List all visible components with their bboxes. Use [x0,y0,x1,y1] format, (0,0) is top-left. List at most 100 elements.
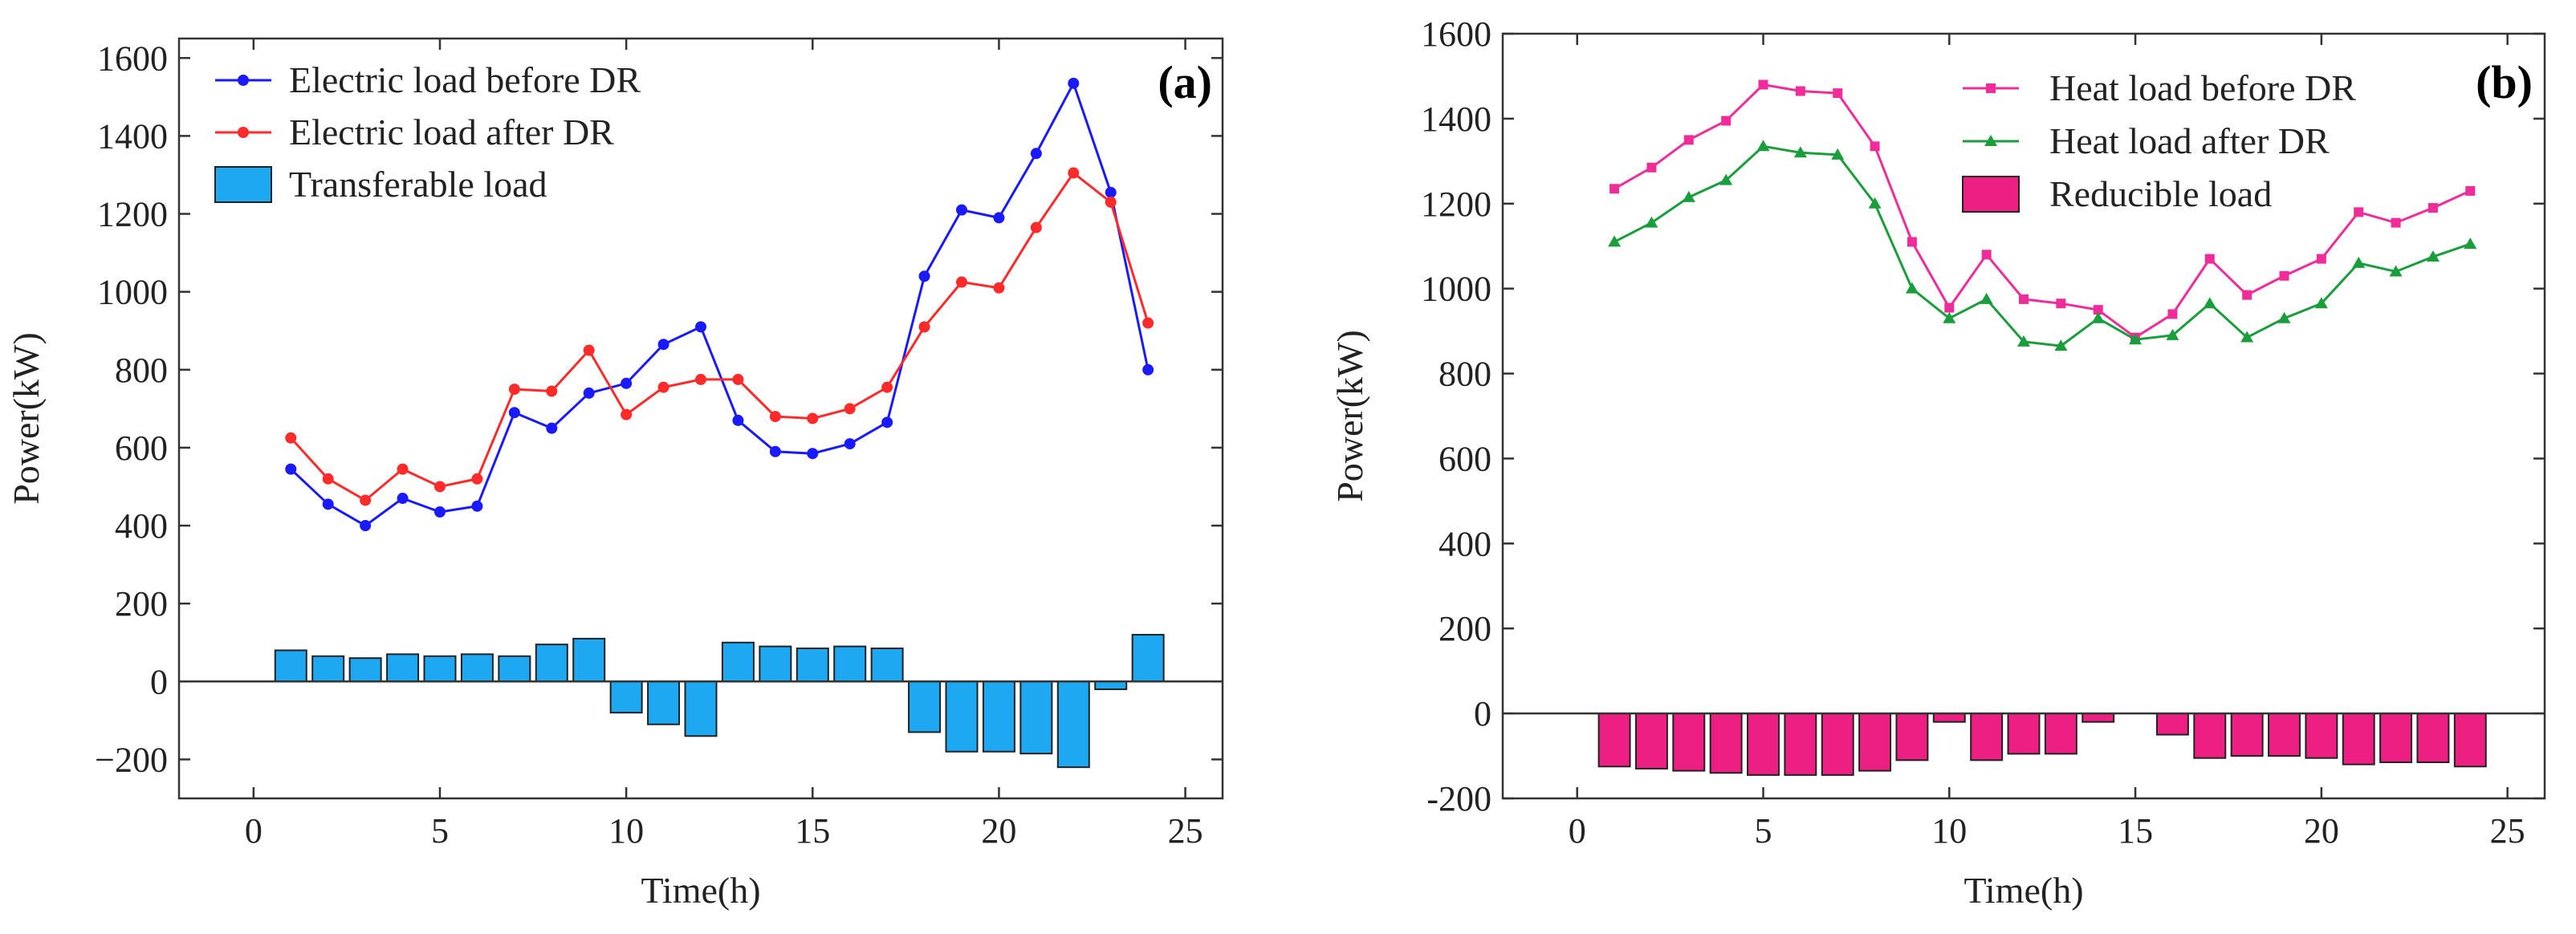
x-tick-label: 5 [431,811,449,851]
point-electric-load-after-dr-9 [583,344,595,356]
y-tick-label: 1000 [97,273,168,312]
point-heat-load-before-dr-23 [2427,203,2438,213]
point-heat-load-before-dr-3 [1683,135,1694,145]
point-heat-load-after-dr-19 [2277,311,2291,323]
point-heat-load-after-dr-16 [2166,328,2179,340]
point-heat-load-after-dr-11 [1980,292,1993,304]
point-heat-load-after-dr-22 [2389,265,2403,277]
point-electric-load-before-dr-19 [956,204,967,216]
bar-transferable-load-3 [348,657,382,683]
point-heat-load-after-dr-8 [1868,197,1882,209]
point-electric-load-before-dr-2 [322,498,334,510]
line-heat-load-before-dr [1614,83,2471,339]
point-heat-load-after-dr-20 [2314,297,2328,309]
bar-reducible-load-3 [1672,713,1706,772]
bar-reducible-load-9 [1895,713,1929,761]
point-heat-load-before-dr-12 [2019,294,2029,304]
legend-entry: Electric load before DR [289,59,641,100]
point-heat-load-after-dr-13 [2054,339,2068,351]
bar-reducible-load-21 [2342,713,2375,765]
point-heat-load-after-dr-12 [2017,335,2030,347]
x-tick-label: 20 [2304,811,2339,851]
y-tick-label: 1200 [1421,185,1491,224]
point-electric-load-before-dr-14 [769,445,781,457]
y-tick-label: 600 [1439,439,1491,478]
y-tick-label: 1000 [1421,270,1491,309]
point-electric-load-before-dr-1 [285,463,297,475]
bar-reducible-load-12 [2007,713,2041,755]
bar-transferable-load-21 [1019,680,1053,755]
point-heat-load-after-dr-1 [1608,235,1622,247]
point-heat-load-after-dr-21 [2352,256,2366,268]
point-heat-load-before-dr-14 [2093,305,2103,315]
y-tick-label: 800 [1439,355,1491,394]
point-electric-load-before-dr-4 [397,493,409,505]
bar-reducible-load-23 [2416,713,2450,763]
point-heat-load-after-dr-7 [1831,148,1845,160]
chart-panel-a: −200 0 200 400 600 800 1000 1200 1400 1600 0 5 10 15 2… [6,37,1224,911]
bar-reducible-load-20 [2305,713,2338,759]
point-heat-load-after-dr-15 [2129,333,2143,345]
y-tick-label: 1600 [97,39,168,78]
bar-transferable-load-2 [311,655,345,683]
bar-transferable-load-24 [1131,634,1165,683]
point-electric-load-after-dr-6 [471,473,483,485]
point-heat-load-after-dr-14 [2091,311,2105,323]
point-heat-load-before-dr-13 [2056,298,2066,309]
bar-transferable-load-5 [423,655,457,683]
point-heat-load-after-dr-5 [1756,140,1770,152]
point-heat-load-before-dr-9 [1907,237,1917,247]
point-heat-load-after-dr-9 [1905,282,1919,294]
x-tick-label: 0 [1569,811,1586,851]
point-electric-load-before-dr-15 [807,448,819,460]
legend-swatch-bar [1962,176,2020,213]
bar-reducible-load-11 [1970,713,2004,761]
x-tick-label: 25 [1168,811,1203,851]
point-heat-load-before-dr-2 [1646,162,1657,173]
point-electric-load-after-dr-12 [695,373,706,385]
bar-transferable-load-8 [535,644,568,683]
chart-panel-b: -200 0 200 400 600 800 1000 1200 1400 1600 0 5 10 15 2… [1329,14,2546,911]
bar-reducible-load-1 [1597,713,1631,768]
legend-swatch-bar [214,166,272,203]
point-heat-load-after-dr-2 [1645,216,1658,228]
bar-transferable-load-12 [684,680,718,737]
bar-transferable-load-19 [945,680,979,753]
y-axis-label: Power(kW) [1329,330,1370,502]
point-heat-load-before-dr-10 [1944,303,1955,313]
point-electric-load-after-dr-3 [360,494,372,506]
bar-transferable-load-18 [908,680,942,733]
y-tick-label: 0 [150,662,168,701]
bar-transferable-load-1 [274,649,307,683]
point-heat-load-before-dr-6 [1795,86,1805,96]
bar-reducible-load-24 [2453,713,2487,768]
legend-entry: Transferable load [289,164,547,205]
y-tick-label: 0 [1474,694,1491,733]
bar-reducible-load-22 [2379,713,2413,763]
bar-reducible-load-14 [2082,713,2115,723]
legend: Electric load before DR Electric load aft… [214,59,641,205]
bar-transferable-load-4 [386,653,420,683]
point-electric-load-after-dr-7 [508,384,520,396]
y-tick-label: 400 [1439,524,1491,563]
line-electric-load-before-dr [290,80,1150,527]
bar-reducible-load-13 [2044,713,2077,755]
point-heat-load-after-dr-23 [2426,250,2440,262]
bar-transferable-load-23 [1094,680,1128,691]
y-tick-label: 1400 [1421,99,1491,139]
legend-entry: Heat load after DR [2049,120,2330,161]
legend-entry: Reducible load [2049,173,2272,214]
point-heat-load-before-dr-18 [2242,290,2252,300]
point-electric-load-before-dr-22 [1068,77,1080,89]
y-tick-label: -200 [1426,779,1491,818]
point-electric-load-after-dr-11 [657,381,669,393]
x-tick-label: 15 [2118,811,2153,851]
y-tick-label: 600 [115,428,168,468]
bar-transferable-load-15 [796,648,829,683]
point-electric-load-after-dr-22 [1068,167,1080,179]
point-electric-load-before-dr-13 [732,414,744,426]
bar-reducible-load-6 [1784,713,1817,776]
point-electric-load-after-dr-1 [285,432,297,444]
point-heat-load-after-dr-17 [2203,297,2216,309]
